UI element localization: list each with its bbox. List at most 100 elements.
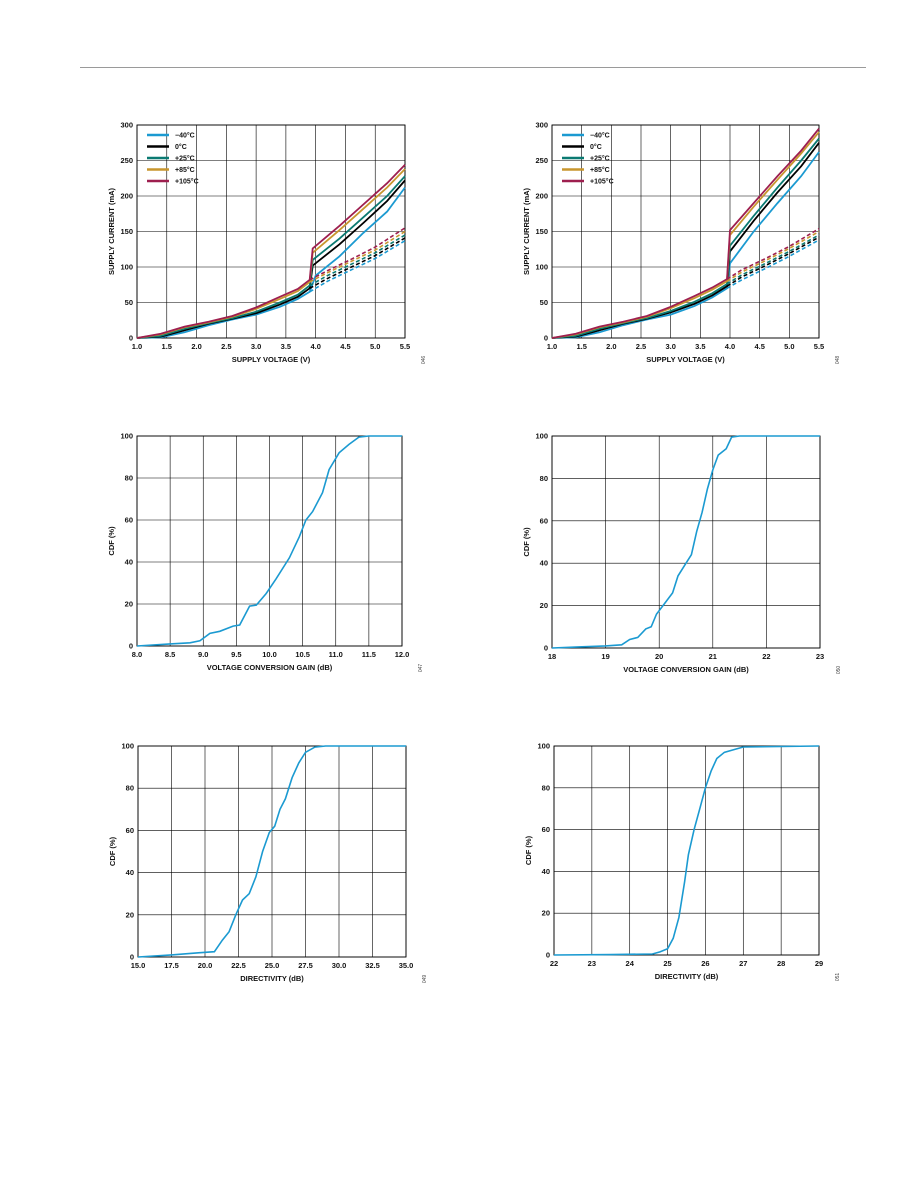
series-dashed-line [309, 237, 406, 290]
directivity-cdf-chart-right: 22 23 24 25 26 27 28 29 0 20 40 60 80 100 DIRECTIVITY … [524, 742, 841, 982]
x-tick-label: 5.5 [814, 342, 824, 351]
series-dashed-line [726, 236, 820, 287]
y-tick-label: 0 [544, 334, 548, 343]
x-tick-label: 21 [709, 652, 717, 661]
x-tick-label: 2.0 [606, 342, 616, 351]
y-tick-label: 0 [546, 951, 550, 960]
x-tick-label: 3.0 [251, 342, 261, 351]
x-tick-label: 4.0 [725, 342, 735, 351]
y-tick-label: 80 [540, 474, 548, 483]
y-tick-label: 20 [542, 909, 550, 918]
legend-label: −40°C [175, 132, 195, 140]
legend-label: +25°C [590, 155, 610, 163]
y-tick-label: 100 [120, 263, 133, 272]
cdf-line [551, 435, 820, 649]
x-tick-label: 10.0 [262, 650, 277, 659]
x-tick-label: 9.0 [198, 650, 208, 659]
series-dashed-line [726, 239, 820, 289]
x-axis-title: SUPPLY VOLTAGE (V) [232, 355, 311, 364]
y-tick-label: 60 [126, 826, 134, 835]
y-tick-label: 300 [535, 121, 548, 130]
legend-label: +105°C [175, 178, 199, 186]
y-axis-title: CDF (%) [522, 527, 531, 557]
cdf-line [136, 435, 402, 647]
series-solid-line [136, 179, 406, 339]
figure-id: 048 [835, 356, 841, 365]
x-tick-label: 15.0 [131, 961, 146, 970]
y-tick-label: 0 [544, 644, 548, 653]
series-solid-line [136, 175, 406, 339]
y-tick-label: 100 [120, 432, 133, 441]
x-tick-label: 3.5 [281, 342, 291, 351]
legend-label: +85°C [175, 166, 195, 174]
x-tick-label: 1.5 [162, 342, 172, 351]
x-tick-label: 4.5 [754, 342, 764, 351]
cdf-line [553, 745, 820, 956]
legend-label: 0°C [590, 143, 602, 151]
x-tick-label: 2.5 [221, 342, 231, 351]
legend-label: −40°C [590, 132, 610, 140]
y-tick-label: 40 [125, 558, 133, 567]
series-solid-line [551, 151, 820, 339]
x-tick-label: 25.0 [265, 961, 280, 970]
y-tick-label: 250 [535, 156, 548, 165]
header-rule [80, 67, 866, 68]
x-axis-title: VOLTAGE CONVERSION GAIN (dB) [207, 663, 333, 672]
x-tick-label: 1.0 [132, 342, 142, 351]
y-tick-label: 200 [120, 192, 133, 201]
y-tick-label: 40 [126, 868, 134, 877]
x-tick-label: 3.5 [695, 342, 705, 351]
x-tick-label: 20.0 [198, 961, 213, 970]
x-tick-label: 30.0 [332, 961, 347, 970]
x-tick-label: 32.5 [365, 961, 380, 970]
y-tick-label: 200 [535, 192, 548, 201]
y-tick-label: 50 [540, 298, 548, 307]
x-tick-label: 29 [815, 959, 823, 968]
plot-frame [137, 745, 407, 958]
series-dashed-line [726, 230, 820, 282]
x-tick-label: 26 [701, 959, 709, 968]
x-tick-label: 2.0 [191, 342, 201, 351]
y-tick-label: 100 [535, 432, 548, 441]
x-tick-label: 11.5 [362, 650, 376, 659]
series-solid-line [136, 168, 406, 339]
x-tick-label: 24 [626, 959, 635, 968]
legend-label: +85°C [590, 166, 610, 174]
y-tick-label: 50 [125, 298, 133, 307]
gain-cdf-chart-right: 18 19 20 21 22 23 0 20 40 60 80 100 VOLTAGE CONVERSI… [522, 432, 842, 675]
y-tick-label: 80 [125, 474, 133, 483]
supply-current-chart-right: 1.0 1.5 2.0 2.5 3.0 3.5 4.0 4.5 5.0 5.5 0 50 100 150 2… [522, 121, 841, 365]
x-tick-label: 3.0 [665, 342, 675, 351]
y-tick-label: 100 [535, 263, 548, 272]
supply-current-chart-left: 1.0 1.5 2.0 2.5 3.0 3.5 4.0 4.5 5.0 5.5 0 50 100 150 2… [107, 121, 427, 365]
series-dashed-line [309, 234, 406, 287]
series-solid-line [551, 142, 820, 339]
x-tick-label: 8.0 [132, 650, 142, 659]
y-tick-label: 250 [120, 156, 133, 165]
x-tick-label: 20 [655, 652, 663, 661]
x-tick-label: 11.0 [329, 650, 343, 659]
series-dashed-line [726, 234, 820, 285]
x-tick-label: 35.0 [399, 961, 414, 970]
x-tick-label: 23 [816, 652, 824, 661]
x-tick-label: 28 [777, 959, 785, 968]
y-tick-label: 40 [540, 559, 548, 568]
y-tick-label: 20 [125, 600, 133, 609]
x-axis-title: DIRECTIVITY (dB) [655, 972, 719, 981]
legend-label: +105°C [590, 178, 614, 186]
directivity-cdf-chart-left: 15.0 17.5 20.0 22.5 25.0 27.5 30.0 32.5 35.0 0 20 4… [108, 742, 428, 984]
y-tick-label: 20 [540, 601, 548, 610]
y-tick-label: 60 [542, 825, 550, 834]
figure-id: 051 [835, 973, 841, 982]
x-tick-label: 17.5 [164, 961, 179, 970]
y-axis-title: SUPPLY CURRENT (mA) [107, 187, 116, 275]
x-tick-label: 19 [601, 652, 609, 661]
x-tick-label: 1.5 [576, 342, 586, 351]
x-tick-label: 25 [663, 959, 671, 968]
figure-id: 050 [836, 666, 842, 675]
y-tick-label: 300 [120, 121, 133, 130]
y-tick-label: 80 [542, 783, 550, 792]
y-tick-label: 60 [125, 516, 133, 525]
series-dashed-line [726, 228, 820, 280]
x-tick-label: 12.0 [395, 650, 410, 659]
